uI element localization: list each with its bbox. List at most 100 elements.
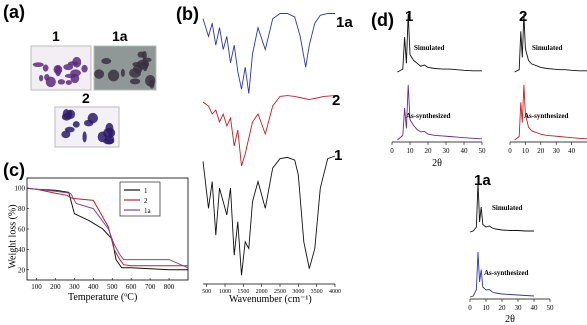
tga-ylabel: Weight loss (%): [7, 204, 19, 269]
crystal-blob: [32, 62, 44, 68]
crystal-blob: [97, 131, 107, 143]
xrd-xtick-label: 0: [508, 147, 512, 155]
crystal-blob: [72, 121, 80, 128]
xrd-simulated-label-2: Simulated: [532, 44, 562, 52]
crystal-blob: [42, 64, 49, 72]
crystal-blob: [105, 122, 114, 134]
tga-legend-box: [119, 181, 161, 217]
panel-a-label: (a): [3, 2, 25, 22]
tga-xtick-label: 200: [50, 283, 61, 291]
tga-line-1a: [26, 187, 189, 269]
tga-xlabel: Temperature (ºC): [68, 292, 138, 303]
xrd-xtick-label: 30: [553, 147, 561, 155]
crystal-blob: [133, 64, 143, 74]
crystal-photo-1: [30, 45, 92, 91]
tga-xtick-label: 100: [31, 283, 42, 291]
crystal-blob: [64, 73, 77, 78]
xrd-simulated-label-1a: Simulated: [492, 204, 522, 212]
xrd-line-1-as-synthesized: [397, 84, 483, 141]
crystal-photo-1a: [93, 45, 157, 91]
ftir-xlabel: Wavenumber (cm⁻¹): [229, 294, 312, 305]
crystal-blob: [104, 134, 115, 145]
xrd-xtick-label: 30: [443, 147, 451, 155]
xrd-xtick-label: 20: [537, 147, 545, 155]
crystal-blob: [101, 58, 112, 65]
crystal-blob: [129, 78, 141, 85]
tga-ytick-label: 100: [15, 185, 26, 193]
ftir-xtick-label: 2000: [256, 289, 268, 295]
xrd-xtick-label: 40: [461, 147, 469, 155]
ftir-xtick-label: 1500: [237, 289, 249, 295]
ftir-xtick-label: 2500: [274, 289, 286, 295]
tga-legend-label-1: 1: [144, 187, 148, 195]
crystal-blob: [63, 63, 74, 71]
ftir-line-1: [202, 155, 336, 276]
crystal-blob: [53, 64, 63, 75]
tga-line-2: [26, 187, 188, 267]
xrd-xtick-label: 50: [547, 304, 555, 312]
xrd-xlabel-1: 2θ: [432, 158, 442, 169]
panel-d-label: (d): [371, 10, 394, 30]
xrd-line-2-as-synthesized: [514, 84, 587, 141]
tga-xtick-label: 700: [145, 283, 156, 291]
tga-xtick-label: 800: [164, 283, 175, 291]
tga-frame: [26, 177, 189, 281]
photo-1a-label: 1a: [112, 28, 128, 44]
panel-b-label: (b): [176, 4, 199, 24]
ftir-label-1: 1: [334, 147, 343, 164]
tga-xtick-label: 500: [107, 283, 118, 291]
xrd-xtick-label: 20: [499, 304, 507, 312]
xrd-xtick-label: 10: [483, 304, 491, 312]
ftir-xtick-label: 4000: [329, 289, 341, 295]
crystal-blob: [142, 57, 152, 62]
crystal-blob: [132, 62, 142, 67]
xrd-simulated-label-1: Simulated: [414, 44, 444, 52]
xrd-line-1-simulated: [397, 13, 482, 73]
tga-chart: 100 200 300 400 500 600 700 800 20 40 60 80 100 1 2 1a: [15, 177, 189, 291]
crystal-blob: [94, 69, 105, 79]
xrd-xtick-label: 0: [468, 304, 472, 312]
tga-ylabel-wrap: Weight loss (%): [5, 197, 19, 277]
crystal-blob: [83, 119, 94, 127]
xrd-xtick-label: 20: [425, 147, 433, 155]
crystal-blob: [149, 79, 155, 89]
crystal-photo-2: [54, 106, 120, 148]
ftir-xtick-label: 1000: [219, 289, 231, 295]
ftir-xtick-label: 3500: [311, 289, 323, 295]
xrd-synth-label-2: As-synthesized: [524, 112, 568, 120]
crystal-blob: [65, 80, 72, 85]
tga-legend-label-2: 2: [144, 197, 148, 205]
ftir-line-2: [202, 95, 336, 167]
crystal-blob: [61, 113, 72, 121]
xrd-xtick-label: 50: [479, 147, 487, 155]
xrd-xlabel-1a: 2θ: [505, 314, 515, 325]
xrd-xtick-label: 10: [407, 147, 415, 155]
photo-1-label: 1: [52, 28, 60, 44]
photo-2-label: 2: [82, 90, 90, 106]
xrd-synth-label-1: As-synthesized: [406, 112, 450, 120]
crystal-blob: [45, 76, 56, 88]
crystal-blob: [120, 68, 125, 77]
xrd-xtick-label: 0: [390, 147, 394, 155]
crystal-blob: [82, 131, 87, 143]
tga-ytick-label: 20: [18, 266, 26, 274]
xrd-line-1a-as-synthesized: [469, 251, 535, 298]
crystal-blob: [61, 130, 71, 139]
xrd-xtick-label: 40: [531, 304, 539, 312]
ftir-xtick-label: 3000: [292, 289, 304, 295]
crystal-blob: [38, 74, 44, 82]
panel-c-label: (c): [3, 160, 25, 180]
crystal-blob: [137, 51, 145, 58]
crystal-blob: [57, 79, 66, 85]
crystal-blob: [142, 60, 148, 72]
xrd-line-1a-simulated: [469, 181, 534, 233]
tga-xtick-label: 300: [69, 283, 80, 291]
tga-xtick-label: 400: [88, 283, 99, 291]
ftir-xtick-label: 500: [202, 289, 211, 295]
crystal-blob: [64, 126, 75, 133]
xrd-synth-label-1a: As-synthesized: [484, 269, 528, 277]
xrd-title-1: 1: [405, 8, 414, 25]
tga-ytick-label: 80: [18, 205, 26, 213]
crystal-blob: [81, 64, 88, 73]
xrd-xtick-label: 40: [568, 147, 576, 155]
